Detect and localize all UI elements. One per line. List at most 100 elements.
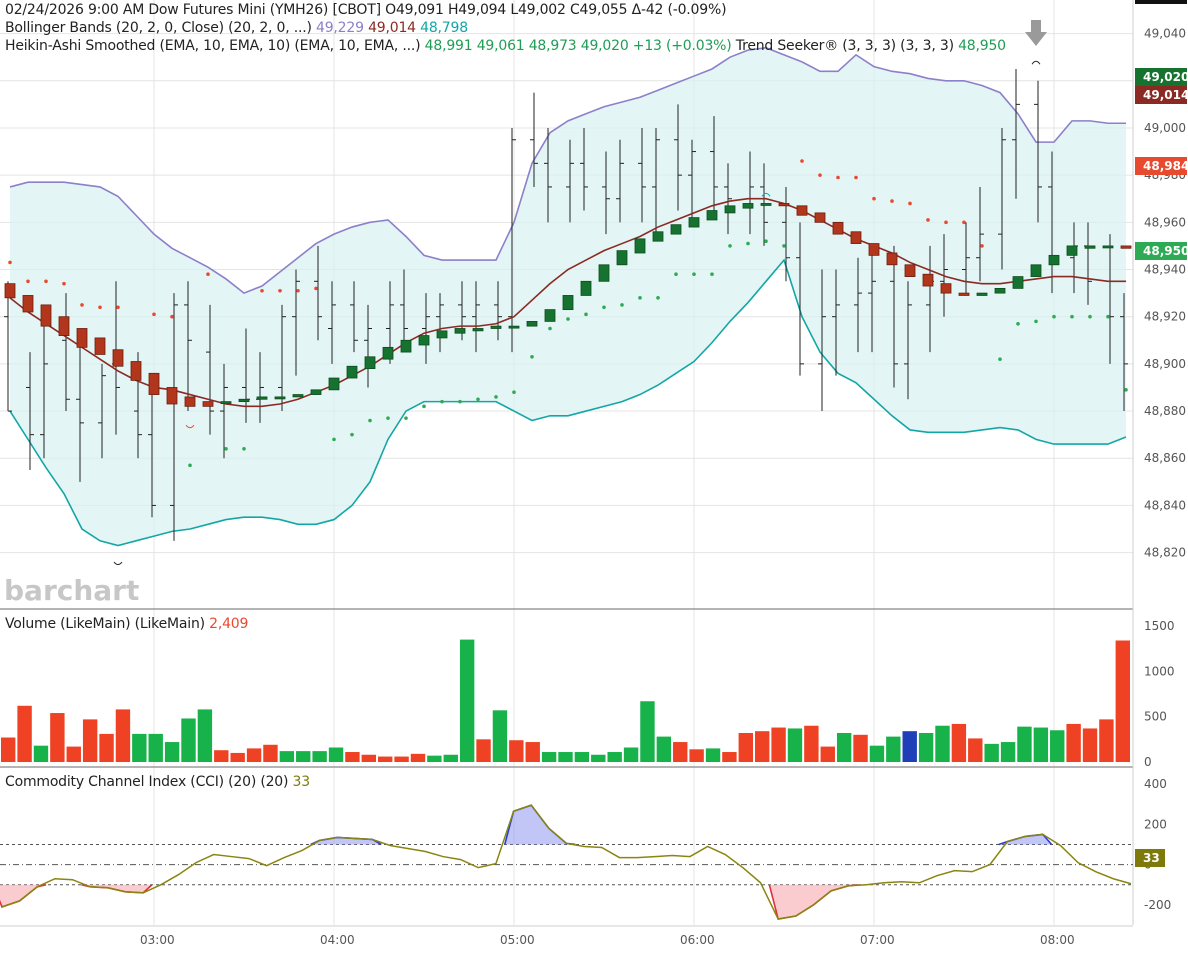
trend-seeker-dot <box>1052 314 1056 319</box>
volume-bar <box>115 709 131 762</box>
heikin-ashi-candle <box>76 328 88 348</box>
heikin-ashi-candle <box>634 238 646 254</box>
volume-bar <box>1 737 16 762</box>
bollinger-lower-line <box>9 258 1127 547</box>
trend-seeker-dot <box>584 312 588 317</box>
volume-bar <box>689 749 704 762</box>
price-tick-label: 48,880 <box>1144 404 1186 418</box>
volume-bar <box>984 743 999 762</box>
symbol-header: 02/24/2026 9:00 AM Dow Futures Mini (YMH… <box>5 2 727 18</box>
heikin-ashi-candle <box>742 203 754 209</box>
heikin-ashi-candle <box>472 328 484 332</box>
heikin-ashi-candle <box>706 210 718 221</box>
trend-seeker-dot <box>638 296 642 300</box>
heikin-ashi-candle <box>112 349 124 367</box>
heikin-ashi-candle <box>814 212 826 223</box>
trend-seeker-dot <box>512 390 516 394</box>
heikin-ashi-candle <box>868 243 880 256</box>
trend-seeker-dot <box>1088 314 1092 319</box>
trend-seeker-dot <box>620 303 624 307</box>
trend-seeker-dot <box>152 312 156 317</box>
volume-bar <box>99 733 114 762</box>
heikin-ashi-candle <box>760 203 772 206</box>
volume-bar <box>279 751 295 762</box>
volume-bar <box>17 705 32 762</box>
trend-seeker-dot <box>854 175 858 180</box>
volume-header: Volume (LikeMain) (LikeMain) 2,409 <box>5 616 248 632</box>
heikin-ashi-candle <box>1012 276 1024 289</box>
volume-bar <box>935 725 950 762</box>
trend-seeker-dot <box>1016 321 1020 326</box>
trend-seeker-dot <box>692 272 696 277</box>
trend-seeker-dot <box>80 303 84 307</box>
heikin-ashi-candle <box>184 396 196 407</box>
volume-value: 2,409 <box>209 616 249 632</box>
bollinger-middle-line <box>9 197 1126 408</box>
trend-seeker-dot <box>1034 319 1038 324</box>
heikin-ashi-candle <box>418 335 430 346</box>
volume-tick-label: 1500 <box>1144 619 1175 633</box>
volume-bar <box>574 752 590 762</box>
heikin-ashi-candle <box>940 283 952 294</box>
heikin-ashi-header: Heikin-Ashi Smoothed (EMA, 10, EMA, 10) … <box>5 38 1006 54</box>
heikin-ashi-candle <box>976 292 988 296</box>
bollinger-header: Bollinger Bands (20, 2, 0, Close) (20, 2… <box>5 20 468 36</box>
volume-bar <box>82 719 98 762</box>
heikin-ashi-candle <box>346 365 358 379</box>
price-tag <box>1135 68 1187 86</box>
heikin-ashi-candle <box>1048 254 1060 266</box>
volume-bar <box>459 639 475 762</box>
heikin-ashi-values: 48,991 49,061 48,973 49,020 +13 (+0.03%) <box>424 38 732 54</box>
trend-seeker-dot <box>314 286 318 291</box>
heikin-ashi-candle <box>1084 245 1096 249</box>
heikin-ashi-candle <box>148 372 160 395</box>
trend-seeker-dot <box>944 220 948 225</box>
top-edge-bar <box>1135 0 1187 4</box>
volume-bar <box>132 733 147 762</box>
trend-seeker-dot <box>494 395 498 399</box>
cci-oversold-fill <box>0 884 47 907</box>
volume-bar <box>804 725 819 762</box>
heikin-ashi-candle <box>40 304 52 327</box>
volume-bar <box>509 740 524 762</box>
volume-tick-label: 500 <box>1144 710 1167 724</box>
volume-bar <box>541 752 557 762</box>
heikin-ashi-candle <box>904 264 916 277</box>
cci-tick-label: 400 <box>1144 777 1167 791</box>
volume-bar <box>722 752 737 762</box>
heikin-ashi-candle <box>670 224 682 235</box>
heikin-ashi-candle <box>4 283 16 299</box>
barchart-logo: barchart <box>4 574 139 607</box>
trend-seeker-dot <box>242 447 246 451</box>
bollinger-upper-value: 49,229 <box>316 20 364 36</box>
volume-tick-label: 1000 <box>1144 664 1175 678</box>
volume-bar <box>410 753 426 762</box>
trend-seeker-dot <box>530 355 534 359</box>
heikin-ashi-candle <box>850 231 862 244</box>
volume-bar <box>230 752 245 762</box>
cci-tick-label: 200 <box>1144 817 1167 831</box>
heikin-ashi-candle <box>364 356 376 369</box>
volume-bar <box>525 742 540 762</box>
trend-seeker-dot <box>980 244 984 248</box>
volume-bar <box>1082 728 1098 762</box>
trend-seeker-dot <box>62 281 66 286</box>
heikin-ashi-candle <box>580 280 592 296</box>
time-axis-label: 07:00 <box>860 933 895 947</box>
heikin-ashi-candle <box>958 292 970 296</box>
heikin-ashi-candle <box>130 361 142 381</box>
trend-seeker-dot <box>350 432 354 437</box>
swing-low-marker <box>185 424 195 429</box>
volume-bar <box>246 748 262 762</box>
volume-bar <box>296 751 311 762</box>
volume-bar <box>968 738 983 762</box>
volume-bar <box>33 745 49 762</box>
heikin-ashi-candle <box>166 387 178 405</box>
volume-bar <box>836 732 852 762</box>
trend-seeker-dot <box>836 175 840 180</box>
heikin-ashi-label: Heikin-Ashi Smoothed (EMA, 10, EMA, 10) … <box>5 38 425 54</box>
volume-bar <box>197 709 213 762</box>
trend-seeker-dot <box>818 173 822 177</box>
